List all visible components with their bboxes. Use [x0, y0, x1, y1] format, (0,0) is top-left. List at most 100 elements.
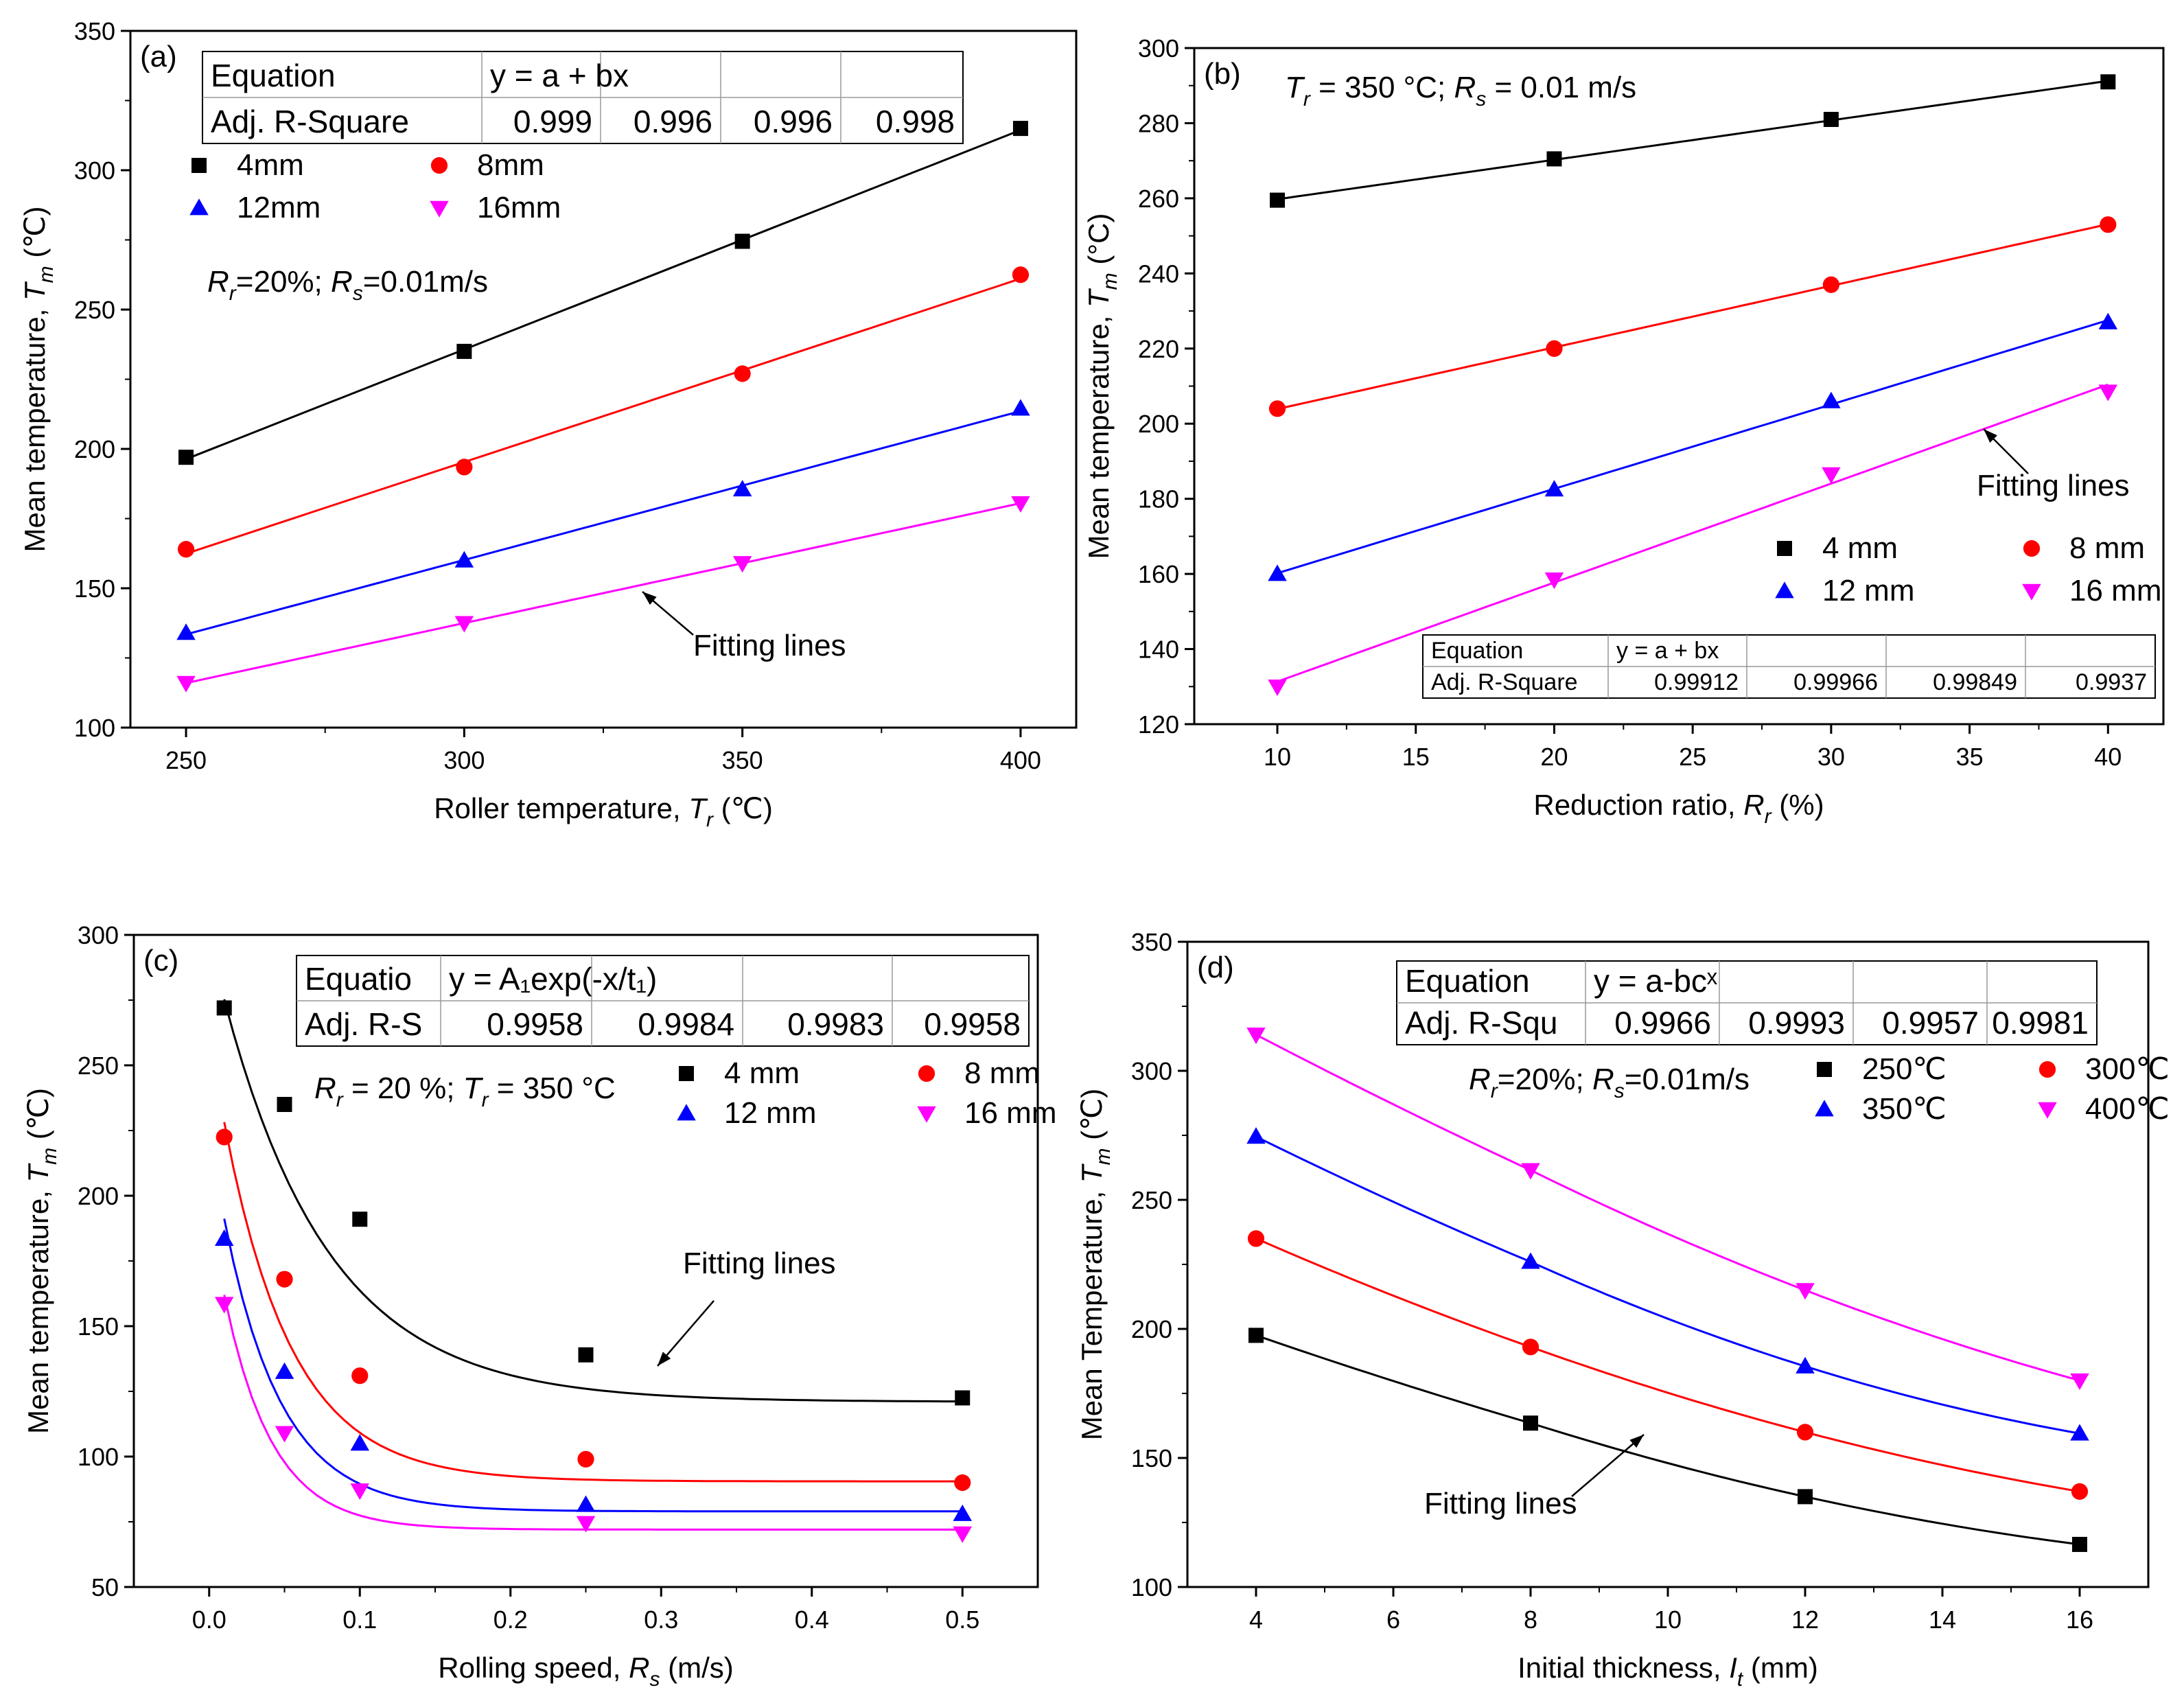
text-span: r [336, 1089, 344, 1111]
y-tick-label: 350 [1131, 928, 1172, 956]
legend-marker-1 [2038, 1061, 2056, 1078]
text-span: R [314, 1071, 336, 1105]
text-span: T [463, 1071, 484, 1105]
data-point-1-2 [351, 1367, 369, 1385]
text-span: R [1454, 71, 1476, 104]
data-point-0-0 [216, 1000, 232, 1016]
text-span: =0.01m/s [363, 265, 488, 299]
fitting-arrow-head [642, 592, 657, 605]
fit-table-value-2: 0.9957 [1882, 1005, 1979, 1041]
y-tick-label: 280 [1138, 109, 1179, 137]
fit-line-0 [1255, 1334, 2080, 1546]
text-span: Rolling speed, [438, 1652, 629, 1684]
legend-label-0: 4 mm [724, 1056, 800, 1090]
data-point-3-1 [454, 616, 474, 633]
fit-line-0 [1277, 80, 2109, 200]
data-point-1-1 [1522, 1339, 1540, 1356]
y-tick-label: 250 [78, 1052, 119, 1080]
text-span: s [1614, 1080, 1625, 1102]
data-point-3-0 [1246, 1028, 1266, 1045]
data-point-1-3 [2071, 1483, 2089, 1500]
data-point-2-0 [1268, 564, 1287, 581]
x-tick-label: 25 [1679, 743, 1706, 771]
fit-line-2 [1255, 1135, 2080, 1435]
y-tick-label: 100 [74, 714, 115, 742]
text-span: Mean temperature, [22, 1182, 54, 1434]
text-span: (m/s) [660, 1652, 733, 1684]
data-point-1-3 [1012, 266, 1030, 283]
text-span: r [1303, 88, 1311, 111]
data-point-1-2 [1822, 276, 1839, 293]
condition-annotation: Rr=20%; Rs=0.01m/s [207, 265, 488, 305]
legend-marker-0 [1777, 541, 1792, 556]
fit-table-value-2: 0.996 [754, 104, 833, 139]
text-span: r [706, 809, 714, 831]
data-point-0-2 [1798, 1489, 1813, 1505]
text-span: Mean Temperature, [1076, 1183, 1108, 1440]
text-span: (℃) [713, 792, 773, 824]
legend-label-1: 8mm [477, 148, 544, 182]
y-tick-label: 100 [1131, 1573, 1172, 1601]
fit-line-2 [185, 410, 1021, 636]
text-span: R [1592, 1063, 1614, 1096]
fit-table: Equation y = a-bcˣ Adj. R-Squ 0.9966 0.9993 0… [1396, 960, 2098, 1045]
data-point-3-2 [1822, 467, 1841, 484]
x-tick-label: 15 [1402, 743, 1430, 771]
y-axis-title: Mean temperature, Tm (°C) [1082, 213, 1122, 559]
x-tick-label: 40 [2094, 743, 2122, 771]
y-axis-title: Mean Temperature, Tm (℃) [1076, 1089, 1115, 1441]
fit-table-value-1: 0.9984 [638, 1006, 734, 1042]
y-tick-label: 260 [1138, 185, 1179, 213]
text-span: s [649, 1668, 660, 1691]
fitting-arrow [1571, 1434, 1645, 1497]
y-tick-label: 300 [78, 921, 119, 949]
x-tick-label: 14 [1929, 1606, 1956, 1634]
data-point-1-2 [1796, 1424, 1814, 1441]
panel-label: (b) [1204, 57, 1241, 91]
y-tick-label: 300 [74, 157, 115, 185]
legend-label-3: 16 mm [964, 1096, 1056, 1130]
x-tick-label: 0.1 [342, 1606, 377, 1634]
x-tick-label: 35 [1956, 743, 1984, 771]
fit-line-3 [1277, 383, 2109, 683]
text-span: T [1082, 288, 1115, 308]
x-axis-title: Roller temperature, Tr (℃) [434, 792, 773, 831]
x-tick-label: 16 [2066, 1606, 2093, 1634]
fit-line-0 [223, 999, 963, 1403]
fit-table: Equatio y = A₁exp(-x/t₁) Adj. R-S 0.9958 0.9… [296, 955, 1030, 1047]
data-point-0-2 [1823, 111, 1839, 127]
legend-label-1: 8 mm [2069, 531, 2145, 565]
legend-label-2: 12 mm [724, 1096, 816, 1130]
text-span: t [1737, 1668, 1744, 1691]
data-point-3-3 [2070, 1373, 2089, 1390]
y-tick-label: 150 [78, 1312, 119, 1341]
legend-label-3: 400℃ [2085, 1092, 2170, 1126]
data-point-2-2 [1796, 1356, 1815, 1374]
x-tick-label: 350 [722, 746, 763, 774]
text-span: (%) [1771, 789, 1824, 821]
data-point-3-4 [953, 1526, 972, 1543]
data-point-3-3 [1011, 496, 1030, 513]
data-point-3-1 [1521, 1163, 1540, 1180]
text-span: =20%; [1498, 1063, 1592, 1096]
text-span: T [1285, 71, 1305, 104]
text-span: =0.01m/s [1625, 1063, 1750, 1096]
y-tick-label: 50 [91, 1573, 119, 1601]
y-tick-label: 250 [74, 296, 115, 324]
data-point-1-2 [734, 365, 751, 382]
x-tick-label: 0.0 [192, 1606, 226, 1634]
legend-label-2: 12mm [237, 191, 321, 224]
text-span: (°C) [1082, 213, 1115, 273]
fit-line-0 [185, 129, 1021, 461]
x-tick-label: 250 [165, 746, 207, 774]
fitting-lines-label: Fitting lines [693, 629, 846, 662]
text-span: (℃) [19, 207, 51, 266]
fit-table-value-3: 0.9958 [924, 1006, 1021, 1042]
fit-line-1 [1277, 223, 2109, 410]
text-span: R [1469, 1063, 1491, 1096]
x-tick-label: 12 [1791, 1606, 1819, 1634]
text-span: r [1765, 805, 1772, 828]
condition-annotation: Rr=20%; Rs=0.01m/s [1469, 1063, 1750, 1102]
text-span: = 20 %; [343, 1071, 463, 1105]
